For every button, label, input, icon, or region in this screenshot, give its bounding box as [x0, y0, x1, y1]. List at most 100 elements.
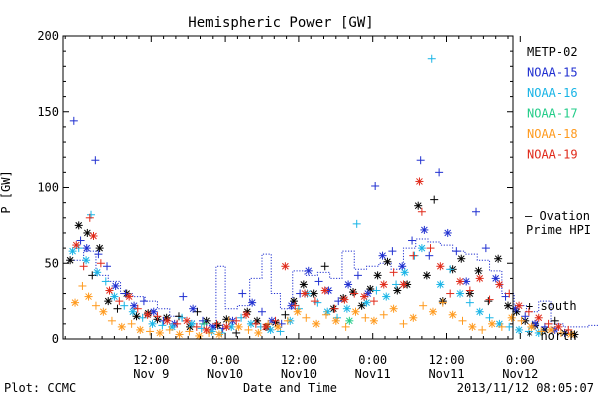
data-point	[521, 312, 530, 321]
data-point	[76, 236, 85, 245]
data-point	[351, 307, 360, 316]
data-point	[452, 247, 461, 256]
data-point	[320, 262, 329, 271]
data-point	[389, 268, 398, 277]
data-point	[488, 319, 497, 328]
data-point	[107, 316, 116, 325]
data-point	[283, 316, 292, 325]
data-point	[369, 297, 378, 306]
data-point	[547, 325, 556, 334]
data-point	[372, 286, 381, 295]
data-point	[382, 292, 391, 301]
x-axis-label: Date and Time	[243, 381, 337, 395]
data-point	[345, 316, 354, 325]
data-point	[88, 271, 97, 280]
data-point	[504, 301, 512, 310]
data-point	[456, 289, 465, 298]
data-point	[234, 322, 243, 331]
data-point	[331, 316, 340, 325]
data-point	[266, 325, 275, 334]
data-point	[155, 328, 164, 337]
data-point	[556, 328, 565, 337]
data-point	[251, 319, 260, 328]
data-point	[425, 251, 434, 260]
data-point	[414, 201, 423, 210]
data-point	[353, 271, 362, 280]
data-point	[534, 313, 543, 322]
data-point	[485, 313, 494, 322]
data-point	[507, 313, 516, 322]
data-point	[417, 207, 426, 216]
data-point	[360, 292, 369, 301]
data-point	[544, 319, 553, 328]
x-tick-label-time: 12:00	[133, 353, 169, 367]
data-point	[71, 298, 80, 307]
data-point	[244, 325, 253, 334]
data-point	[179, 292, 188, 301]
legend: METP-02 NOAA-15 NOAA-16 NOAA-17 NOAA-18 NOAA-…	[527, 45, 578, 162]
data-point	[182, 316, 191, 325]
y-tick-label: 50	[45, 256, 59, 270]
data-point	[420, 225, 429, 234]
data-point	[430, 195, 439, 204]
data-point	[304, 266, 313, 275]
data-point	[143, 310, 152, 319]
data-point	[212, 319, 221, 328]
data-point	[185, 327, 194, 336]
data-point	[362, 298, 371, 307]
data-point	[101, 277, 110, 286]
data-point	[68, 247, 77, 256]
data-point	[379, 280, 388, 289]
x-tick-label-date: Nov11	[355, 367, 391, 381]
x-tick-label-time: 0:00	[211, 353, 240, 367]
data-point	[69, 116, 78, 125]
data-point	[379, 310, 388, 319]
data-point	[554, 322, 563, 331]
data-point	[79, 262, 88, 271]
data-point	[105, 286, 114, 295]
x-tick-label-date: Nov11	[428, 367, 464, 381]
data-point	[237, 313, 246, 322]
data-point	[350, 289, 359, 298]
data-point	[474, 266, 483, 275]
data-point	[125, 292, 134, 301]
plot-timestamp: 2013/11/12 08:05:07	[457, 381, 594, 395]
data-point	[426, 244, 435, 253]
data-point	[158, 321, 167, 330]
legend-entry: NOAA-18	[527, 127, 578, 141]
data-point	[399, 319, 408, 328]
data-point	[341, 322, 350, 331]
data-point	[258, 307, 266, 316]
data-point	[416, 156, 425, 165]
data-point	[189, 304, 198, 313]
data-point	[192, 322, 201, 331]
data-point	[242, 310, 251, 319]
data-point	[138, 313, 147, 322]
data-point	[153, 312, 162, 321]
x-tick-label-date: Nov10	[207, 367, 243, 381]
data-point	[127, 319, 136, 328]
data-point	[383, 257, 392, 266]
y-tick-label: 0	[52, 332, 59, 346]
legend-entry: NOAA-15	[527, 66, 578, 80]
x-tick-label-time: 12:00	[281, 353, 317, 367]
ovation-label-line1: – Ovation	[525, 209, 590, 223]
legend-entry: NOAA-17	[527, 107, 578, 121]
data-point	[110, 292, 119, 301]
data-point	[281, 310, 290, 319]
data-point	[310, 297, 319, 306]
data-point	[448, 310, 457, 319]
data-point	[312, 319, 321, 328]
data-point	[214, 330, 223, 339]
marker-legend-entry: + south	[526, 299, 577, 313]
data-point	[330, 304, 339, 313]
data-points	[66, 54, 579, 340]
ovation-label-line2: Prime HPI	[526, 223, 591, 237]
data-point	[491, 274, 500, 283]
data-point	[66, 256, 75, 265]
data-point	[94, 250, 103, 259]
data-point	[497, 322, 506, 331]
data-point	[481, 244, 490, 253]
data-point	[91, 301, 100, 310]
